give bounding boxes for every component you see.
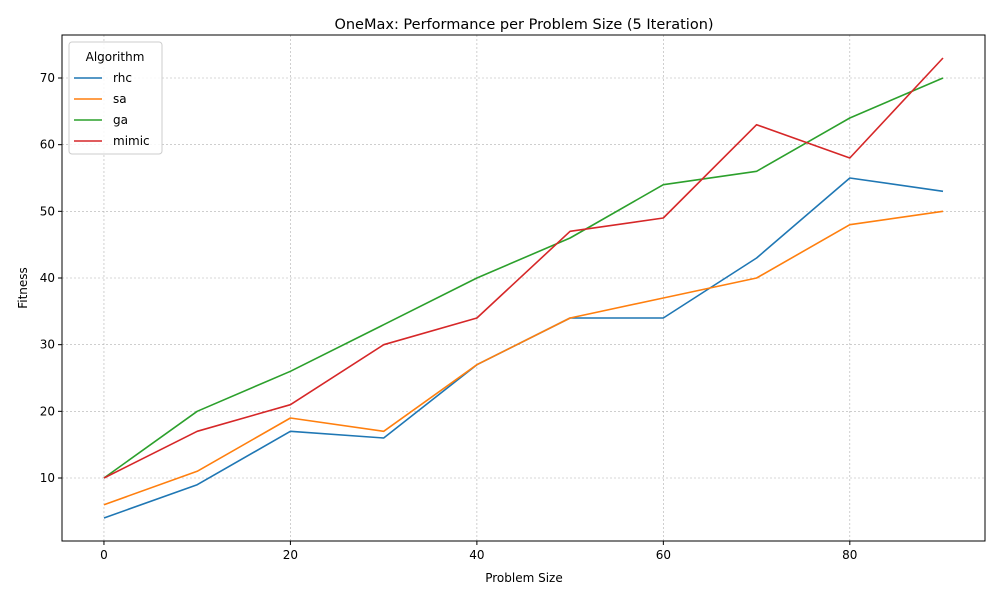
series-line-rhc (103, 177, 944, 519)
series-line-sa (103, 210, 944, 506)
series-lines (103, 57, 944, 519)
x-tick-label: 0 (100, 548, 108, 562)
x-axis-label: Problem Size (485, 571, 563, 585)
grid (62, 35, 985, 541)
y-tick-label: 40 (40, 271, 55, 285)
legend-label-ga: ga (113, 113, 128, 127)
x-tick-label: 60 (656, 548, 671, 562)
legend-box (68, 41, 163, 155)
y-axis-label: Fitness (16, 267, 30, 309)
y-tick-label: 50 (40, 204, 55, 218)
x-axis-ticks: 0 20 40 60 80 (100, 541, 857, 562)
y-axis-ticks: 10 20 30 40 50 60 70 (40, 71, 62, 485)
legend-label-rhc: rhc (113, 71, 132, 85)
legend-label-mimic: mimic (113, 134, 150, 148)
plot-frame (61, 34, 986, 542)
legend: Algorithm rhc sa ga mimic (68, 41, 163, 155)
x-tick-label: 20 (283, 548, 298, 562)
y-tick-label: 20 (40, 404, 55, 418)
series-line-ga (103, 77, 944, 479)
y-tick-label: 70 (40, 71, 55, 85)
series-line-mimic (103, 57, 944, 479)
x-tick-label: 40 (469, 548, 484, 562)
chart-title: OneMax: Performance per Problem Size (5 … (334, 17, 713, 33)
y-tick-label: 60 (40, 138, 55, 152)
legend-label-sa: sa (113, 92, 127, 106)
x-tick-label: 80 (842, 548, 857, 562)
y-tick-label: 30 (40, 338, 55, 352)
legend-title: Algorithm (86, 50, 145, 64)
y-tick-label: 10 (40, 471, 55, 485)
